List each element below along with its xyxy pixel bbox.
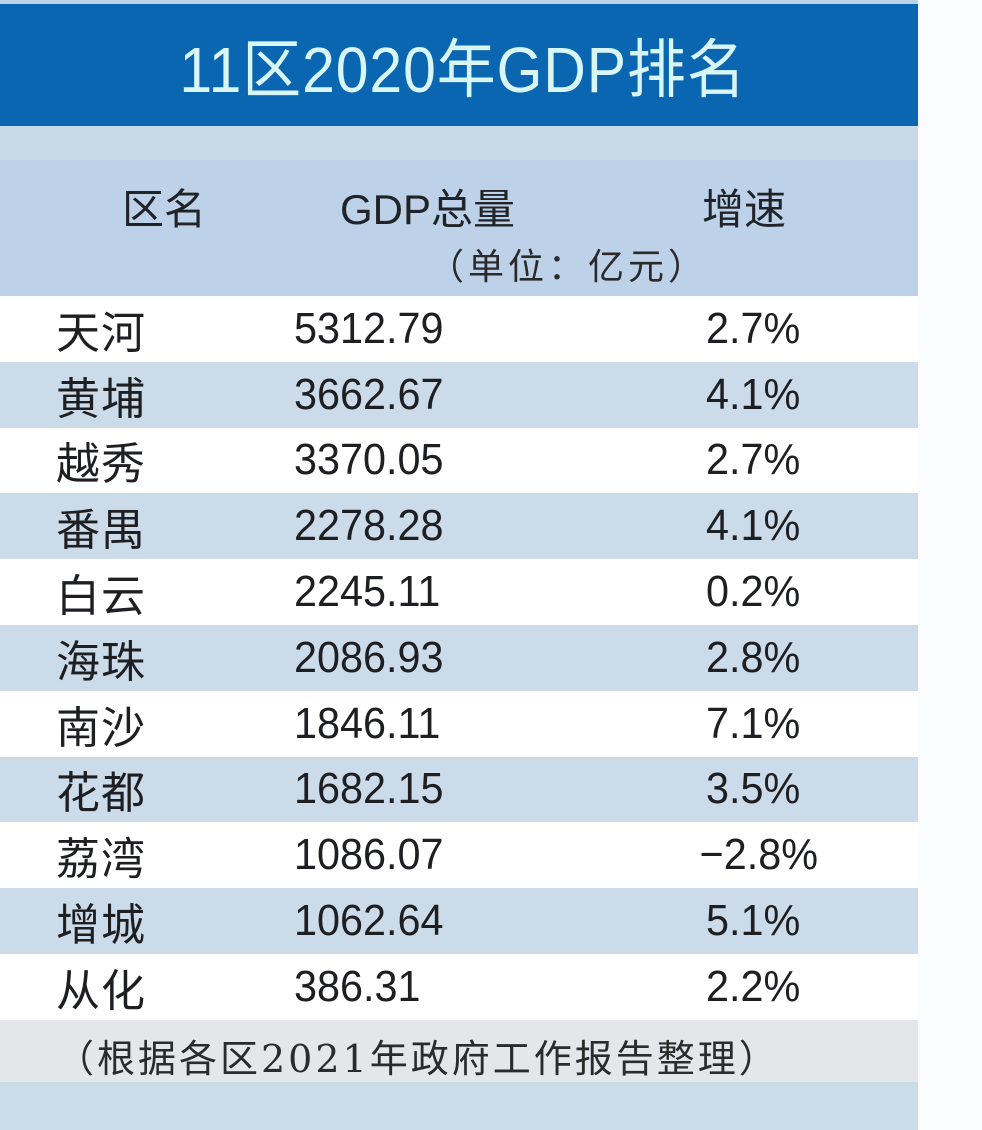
table-row: 海珠 2086.93 2.8% [0,624,918,691]
table-row: 南沙 1846.11 7.1% [0,690,918,757]
table-row: 从化 386.31 2.2% [0,953,918,1020]
growth-cell: 2.2% [705,961,800,1011]
table-header: 区名 GDP总量 增速 （单位：亿元） [0,160,918,296]
table-row: 黄埔 3662.67 4.1% [0,361,918,428]
growth-cell: 7.1% [705,698,800,748]
district-cell: 海珠 [56,637,146,687]
gdp-unit-note: （单位：亿元） [428,247,709,288]
district-cell: 荔湾 [56,835,146,885]
source-footnote: （根据各区2021年政府工作报告整理） [56,1037,780,1081]
growth-cell: 2.7% [705,435,800,485]
growth-cell: −2.8% [699,830,818,880]
growth-cell: 0.2% [705,567,800,617]
column-header-district: 区名 [122,186,207,233]
district-cell: 白云 [56,572,146,622]
district-cell: 南沙 [56,703,146,753]
footnote-band: （根据各区2021年政府工作报告整理） [0,1020,918,1082]
gdp-cell: 3370.05 [294,435,444,485]
gdp-ranking-panel: 11区2020年GDP排名 区名 GDP总量 增速 （单位：亿元） 天河 531… [0,0,918,1130]
column-header-growth: 增速 [702,186,787,233]
district-cell: 从化 [56,966,146,1016]
growth-cell: 4.1% [705,501,800,551]
table-row: 花都 1682.15 3.5% [0,756,918,823]
gdp-cell: 1846.11 [294,698,441,748]
growth-cell: 2.8% [705,632,800,682]
column-header-gdp: GDP总量 [340,186,516,233]
table-row: 白云 2245.11 0.2% [0,559,918,625]
table-row: 越秀 3370.05 2.7% [0,427,918,494]
growth-cell: 4.1% [705,369,800,419]
table-row: 天河 5312.79 2.7% [0,296,918,362]
top-strip [0,0,918,4]
table-row: 番禺 2278.28 4.1% [0,493,918,560]
table-row: 荔湾 1086.07 −2.8% [0,822,918,889]
bottom-band [0,1082,918,1130]
district-cell: 天河 [56,308,146,358]
gdp-cell: 386.31 [294,961,421,1011]
district-cell: 黄埔 [56,374,146,424]
gdp-cell: 1086.07 [294,830,444,880]
gdp-cell: 1062.64 [294,896,444,946]
district-cell: 越秀 [56,440,146,490]
gdp-cell: 5312.79 [294,303,444,353]
gdp-cell: 3662.67 [294,369,444,419]
gdp-cell: 2278.28 [294,501,444,551]
growth-cell: 2.7% [705,303,800,353]
gdp-cell: 2245.11 [294,567,441,617]
growth-cell: 5.1% [705,896,800,946]
district-cell: 增城 [56,901,146,951]
growth-cell: 3.5% [705,764,800,814]
title-divider-band [0,126,918,160]
table-row: 增城 1062.64 5.1% [0,888,918,954]
title-bar: 11区2020年GDP排名 [0,4,918,126]
table-body: 天河 5312.79 2.7% 黄埔 3662.67 4.1% 越秀 3370.… [0,296,918,1020]
page-title: 11区2020年GDP排名 [179,34,747,106]
district-cell: 番禺 [56,506,146,556]
gdp-cell: 2086.93 [294,632,444,682]
district-cell: 花都 [56,769,146,819]
gdp-cell: 1682.15 [294,764,444,814]
